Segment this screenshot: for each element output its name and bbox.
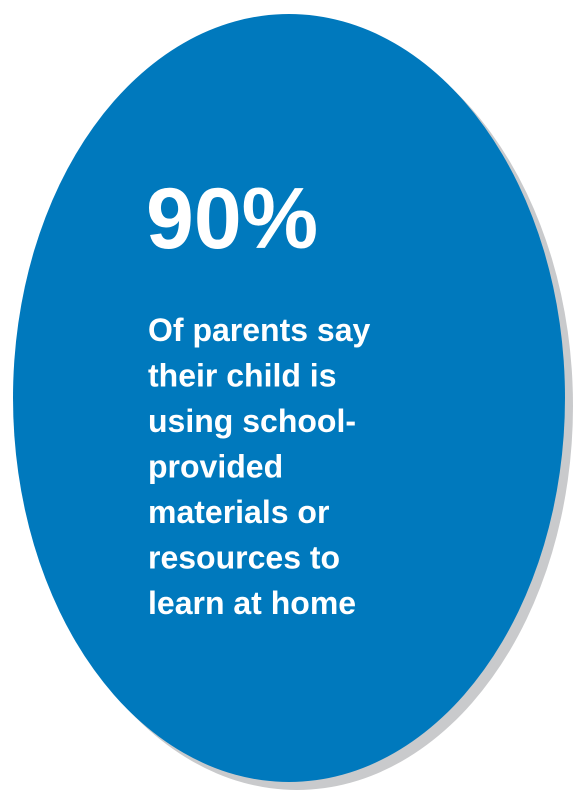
- description-line: provided: [148, 449, 283, 485]
- description-line: using school-: [148, 403, 356, 439]
- description-line: their child is: [148, 358, 336, 394]
- description-line: Of parents say: [148, 312, 371, 348]
- description: Of parents say their child is using school…: [148, 312, 371, 621]
- bubble: [13, 14, 565, 782]
- description-line: resources to: [148, 540, 340, 576]
- description-line: learn at home: [148, 585, 356, 621]
- description-line: materials or: [148, 494, 329, 530]
- stat: 90%: [146, 171, 318, 267]
